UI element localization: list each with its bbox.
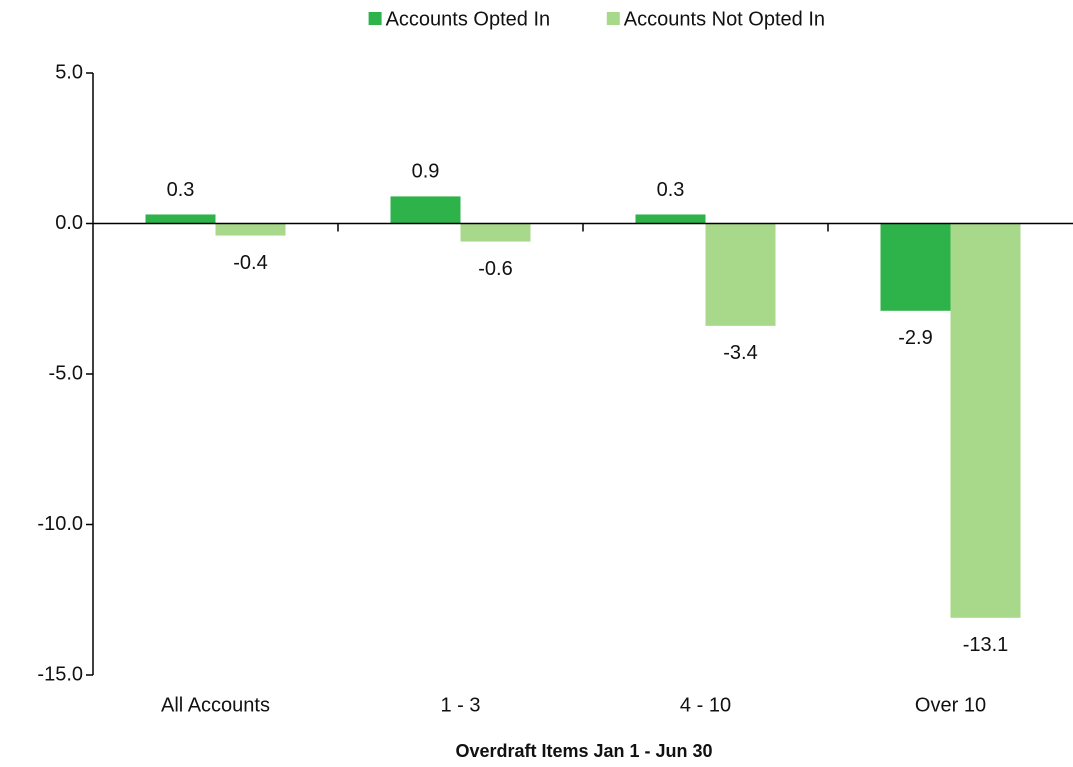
x-tick-label: All Accounts — [161, 694, 270, 716]
data-label: -3.4 — [723, 342, 757, 364]
data-label: 0.3 — [657, 179, 685, 201]
x-tick-label: Over 10 — [915, 694, 986, 716]
data-label: -0.6 — [478, 258, 512, 280]
bar — [460, 223, 531, 242]
y-tick-label: 5.0 — [55, 61, 83, 83]
y-tick-label: -15.0 — [37, 663, 83, 685]
data-label: -0.4 — [233, 252, 267, 274]
y-tick-label: -5.0 — [49, 362, 83, 384]
bar — [880, 223, 951, 311]
bar — [390, 196, 461, 224]
data-label: -13.1 — [963, 634, 1009, 656]
x-axis-title: Overdraft Items Jan 1 - Jun 30 — [455, 741, 712, 761]
data-label: -2.9 — [898, 327, 932, 349]
legend-swatch — [606, 12, 620, 25]
bar — [215, 223, 286, 236]
x-tick-label: 1 - 3 — [440, 694, 480, 716]
data-label: 0.3 — [167, 179, 195, 201]
legend-label: Accounts Not Opted In — [624, 8, 825, 30]
bar — [705, 223, 776, 326]
x-tick-label: 4 - 10 — [680, 694, 731, 716]
bar — [145, 214, 216, 224]
data-label: 0.9 — [412, 161, 440, 183]
legend-label: Accounts Opted In — [386, 8, 551, 30]
bar — [635, 214, 706, 224]
bar — [950, 223, 1021, 618]
y-tick-label: 0.0 — [55, 212, 83, 234]
y-tick-label: -10.0 — [37, 513, 83, 535]
legend-swatch — [368, 12, 382, 25]
